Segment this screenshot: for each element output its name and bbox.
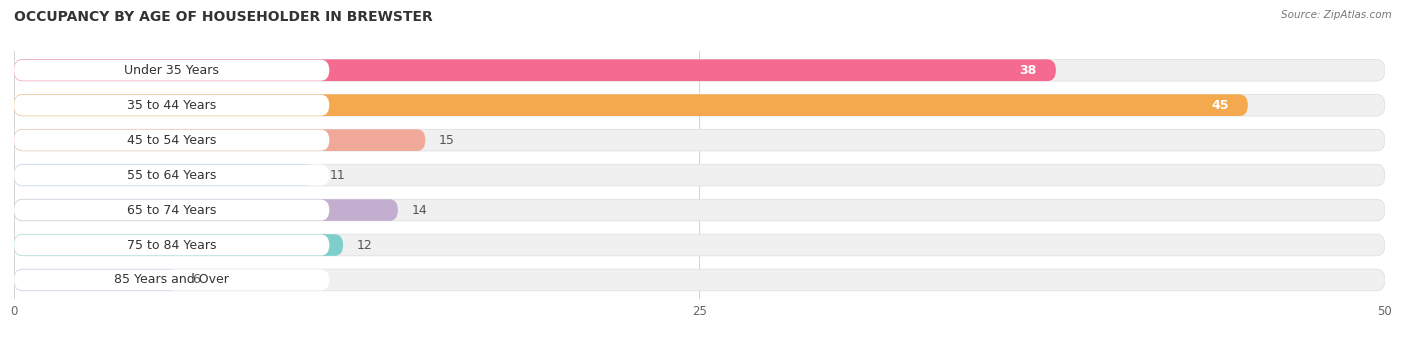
FancyBboxPatch shape [14,94,1385,116]
Text: Under 35 Years: Under 35 Years [124,64,219,77]
FancyBboxPatch shape [14,164,1385,186]
Text: 35 to 44 Years: 35 to 44 Years [127,99,217,112]
Text: OCCUPANCY BY AGE OF HOUSEHOLDER IN BREWSTER: OCCUPANCY BY AGE OF HOUSEHOLDER IN BREWS… [14,10,433,24]
FancyBboxPatch shape [14,269,1385,291]
FancyBboxPatch shape [14,269,179,291]
FancyBboxPatch shape [14,60,329,81]
FancyBboxPatch shape [14,199,398,221]
Text: 12: 12 [357,239,373,252]
Text: 55 to 64 Years: 55 to 64 Years [127,169,217,182]
FancyBboxPatch shape [14,59,1056,81]
Text: 14: 14 [412,204,427,217]
Text: 85 Years and Over: 85 Years and Over [114,273,229,287]
FancyBboxPatch shape [14,200,329,221]
FancyBboxPatch shape [14,130,329,151]
Text: 15: 15 [439,134,456,147]
Text: 45 to 54 Years: 45 to 54 Years [127,134,217,147]
Text: 45: 45 [1211,99,1229,112]
FancyBboxPatch shape [14,164,315,186]
FancyBboxPatch shape [14,235,329,255]
FancyBboxPatch shape [14,94,1249,116]
Text: Source: ZipAtlas.com: Source: ZipAtlas.com [1281,10,1392,20]
Text: 75 to 84 Years: 75 to 84 Years [127,239,217,252]
FancyBboxPatch shape [14,95,329,116]
FancyBboxPatch shape [14,199,1385,221]
Text: 6: 6 [193,273,200,287]
Text: 65 to 74 Years: 65 to 74 Years [127,204,217,217]
Text: 38: 38 [1019,64,1036,77]
FancyBboxPatch shape [14,129,425,151]
FancyBboxPatch shape [14,129,1385,151]
FancyBboxPatch shape [14,165,329,186]
Text: 11: 11 [329,169,344,182]
FancyBboxPatch shape [14,270,329,290]
FancyBboxPatch shape [14,59,1385,81]
FancyBboxPatch shape [14,234,1385,256]
FancyBboxPatch shape [14,234,343,256]
